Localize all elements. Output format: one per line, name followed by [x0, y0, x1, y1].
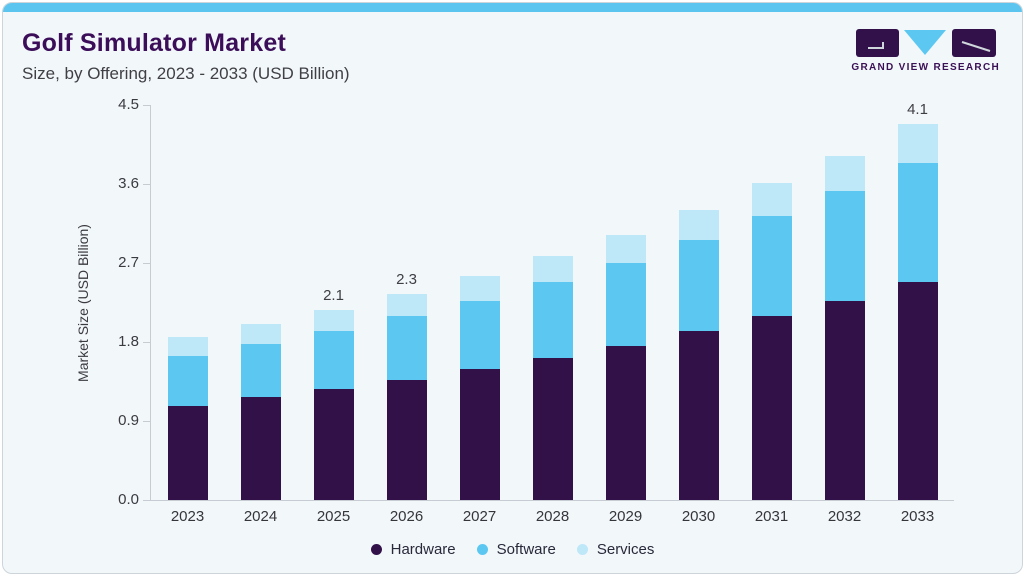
x-tick-label: 2029: [608, 508, 643, 525]
bar-segment-hardware-2032: [824, 300, 865, 500]
y-tick-label: 3.6: [118, 175, 139, 192]
bar-segment-software-2031: [751, 216, 792, 316]
x-tick-label: 2023: [170, 508, 205, 525]
logo-text: GRAND VIEW RESEARCH: [851, 62, 1000, 73]
bar-segment-services-2026: [386, 293, 427, 316]
bar-segment-hardware-2031: [751, 315, 792, 500]
gvr-logo-icon: [855, 29, 996, 57]
page-title: Golf Simulator Market: [22, 29, 286, 57]
y-tick-mark: [143, 499, 150, 501]
x-tick-label: 2024: [243, 508, 278, 525]
y-tick-label: 0.9: [118, 412, 139, 429]
y-tick-mark: [143, 262, 150, 264]
bar-segment-services-2030: [678, 210, 719, 241]
bar-segment-services-2028: [532, 255, 573, 283]
x-tick-label: 2027: [462, 508, 497, 525]
y-tick-label: 2.7: [118, 254, 139, 271]
y-tick-label: 4.5: [118, 96, 139, 113]
bar-segment-hardware-2024: [240, 397, 281, 500]
legend-label: Software: [496, 541, 556, 558]
bar-segment-software-2024: [240, 343, 281, 398]
bar-segment-hardware-2030: [678, 331, 719, 500]
bar-segment-software-2026: [386, 315, 427, 380]
legend-dot-software: [476, 544, 488, 555]
x-tick-label: 2026: [389, 508, 424, 525]
y-tick-mark: [143, 183, 150, 185]
y-tick-mark: [143, 420, 150, 422]
x-tick-label: 2025: [316, 508, 351, 525]
x-tick-label: 2030: [681, 508, 716, 525]
legend-item-services: Services: [576, 541, 655, 558]
plot-area: 0.0 0.9 1.8 2.7 3.6 4.5 2023 2024 2025 2026 2027 20…: [118, 96, 954, 525]
y-tick-mark: [143, 341, 150, 343]
bar-total-label: 2.3: [396, 270, 417, 288]
legend-dot-hardware: [370, 544, 382, 555]
bar-segment-hardware-2033: [897, 282, 938, 500]
y-tick-mark: [143, 104, 150, 106]
x-tick-label: 2032: [827, 508, 862, 525]
x-tick-label: 2028: [535, 508, 570, 525]
legend-item-software: Software: [476, 541, 556, 558]
bar-segment-hardware-2028: [532, 357, 573, 500]
bar-segment-services-2031: [751, 183, 792, 217]
bar-segment-hardware-2026: [386, 379, 427, 500]
y-axis-title: Market Size (USD Billion): [75, 224, 91, 382]
bar-segment-software-2027: [459, 300, 500, 370]
bar-segment-hardware-2029: [605, 345, 646, 500]
bar-segment-services-2032: [824, 155, 865, 192]
bar-segment-software-2028: [532, 282, 573, 358]
bar-segment-hardware-2025: [313, 388, 354, 500]
page-subtitle: Size, by Offering, 2023 - 2033 (USD Bill…: [22, 64, 350, 83]
grand-view-research-logo: GRAND VIEW RESEARCH: [851, 29, 1000, 73]
bar-segment-services-2027: [459, 276, 500, 301]
bar-segment-services-2029: [605, 234, 646, 263]
bar-segment-services-2024: [240, 324, 281, 344]
x-tick-label: 2033: [900, 508, 935, 525]
bar-total-label: 2.1: [323, 287, 344, 305]
legend: Hardware Software Services: [3, 541, 1022, 558]
legend-label: Hardware: [390, 541, 456, 558]
bar-segment-software-2030: [678, 240, 719, 332]
legend-item-hardware: Hardware: [370, 541, 456, 558]
bar-segment-software-2025: [313, 330, 354, 389]
bar-segment-software-2033: [897, 162, 938, 283]
legend-dot-services: [576, 544, 588, 555]
bar-segment-services-2033: [897, 124, 938, 163]
bar-segment-software-2029: [605, 263, 646, 346]
bar-segment-services-2023: [167, 336, 208, 357]
bar-segment-hardware-2023: [167, 406, 208, 500]
bar-total-label: 4.1: [907, 101, 928, 119]
top-accent-bar: [3, 3, 1022, 12]
y-tick-label: 0.0: [118, 491, 139, 508]
bar-segment-software-2032: [824, 191, 865, 301]
legend-label: Services: [596, 541, 655, 558]
bar-segment-software-2023: [167, 356, 208, 407]
x-tick-label: 2031: [754, 508, 789, 525]
bar-segment-hardware-2027: [459, 369, 500, 500]
y-tick-label: 1.8: [118, 333, 139, 350]
bar-segment-services-2025: [313, 310, 354, 331]
